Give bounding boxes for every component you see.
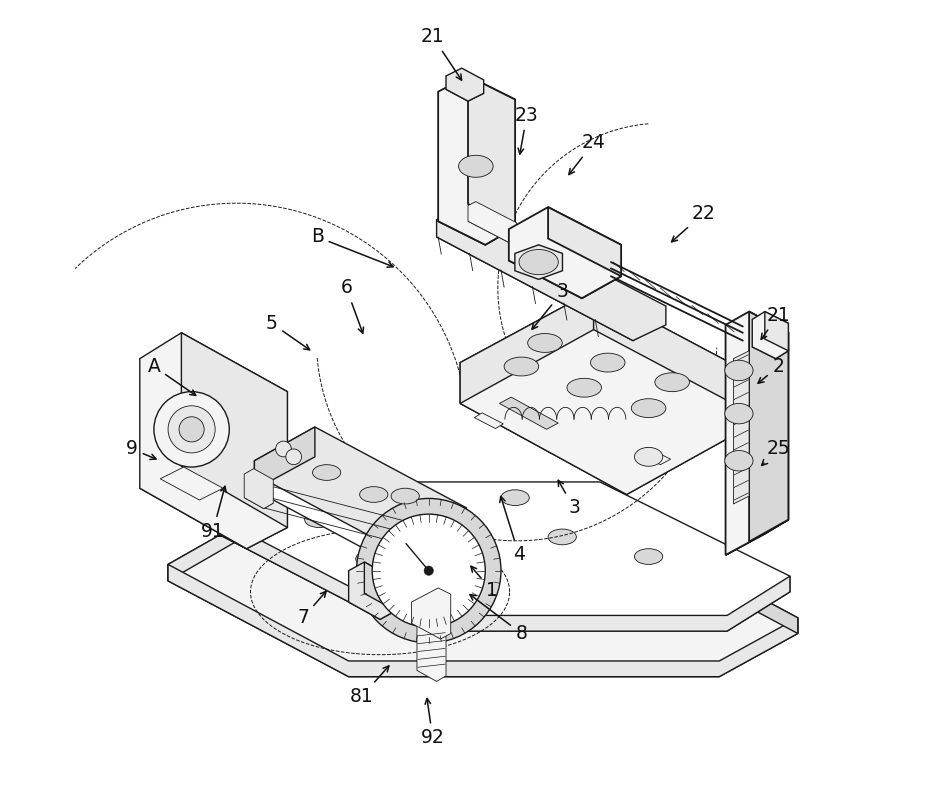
Polygon shape: [139, 466, 287, 548]
Polygon shape: [168, 521, 244, 581]
Ellipse shape: [655, 373, 690, 392]
Ellipse shape: [724, 360, 753, 381]
Polygon shape: [461, 290, 593, 403]
Polygon shape: [765, 311, 788, 351]
Polygon shape: [509, 239, 622, 298]
Ellipse shape: [591, 353, 625, 372]
Text: 25: 25: [762, 440, 790, 466]
Circle shape: [285, 449, 301, 465]
Text: 9: 9: [126, 440, 156, 459]
Polygon shape: [438, 204, 515, 245]
Ellipse shape: [411, 504, 439, 519]
Polygon shape: [461, 290, 763, 495]
Polygon shape: [468, 202, 517, 243]
Polygon shape: [168, 521, 797, 677]
Ellipse shape: [313, 465, 341, 481]
Ellipse shape: [528, 333, 563, 352]
Circle shape: [373, 514, 485, 627]
Circle shape: [424, 566, 433, 575]
Polygon shape: [139, 333, 287, 548]
Polygon shape: [446, 68, 484, 101]
Text: 21: 21: [421, 28, 461, 80]
Polygon shape: [734, 351, 749, 504]
Polygon shape: [436, 204, 665, 340]
Polygon shape: [475, 413, 504, 429]
Ellipse shape: [305, 511, 333, 527]
Text: 81: 81: [350, 666, 388, 706]
Ellipse shape: [519, 250, 558, 275]
Polygon shape: [244, 492, 273, 508]
Polygon shape: [160, 467, 223, 500]
Text: 3: 3: [558, 481, 580, 518]
Polygon shape: [255, 427, 466, 555]
Polygon shape: [725, 519, 788, 555]
Polygon shape: [593, 290, 763, 419]
Text: B: B: [311, 228, 393, 267]
Text: 91: 91: [201, 486, 227, 541]
Polygon shape: [255, 427, 314, 490]
Polygon shape: [548, 207, 622, 277]
Polygon shape: [468, 76, 515, 228]
Text: 22: 22: [672, 204, 715, 242]
Text: 23: 23: [515, 106, 539, 154]
Polygon shape: [417, 618, 446, 682]
Text: A: A: [148, 357, 196, 396]
Polygon shape: [364, 562, 396, 611]
Polygon shape: [221, 482, 790, 631]
Ellipse shape: [635, 448, 663, 466]
Text: 21: 21: [761, 306, 790, 340]
Ellipse shape: [505, 357, 539, 376]
Polygon shape: [461, 329, 763, 495]
Ellipse shape: [356, 551, 384, 567]
Polygon shape: [753, 339, 788, 359]
Text: 1: 1: [471, 567, 498, 600]
Circle shape: [179, 417, 204, 442]
Polygon shape: [468, 217, 517, 243]
Polygon shape: [221, 519, 790, 631]
Polygon shape: [412, 588, 451, 639]
Polygon shape: [221, 482, 256, 535]
Ellipse shape: [391, 489, 419, 504]
Polygon shape: [617, 521, 797, 634]
Ellipse shape: [724, 403, 753, 424]
Circle shape: [168, 406, 215, 453]
Circle shape: [357, 499, 501, 643]
Ellipse shape: [724, 451, 753, 471]
Polygon shape: [515, 245, 563, 280]
Ellipse shape: [548, 529, 577, 545]
Text: 2: 2: [758, 357, 784, 383]
Ellipse shape: [359, 487, 388, 503]
Polygon shape: [436, 220, 665, 340]
Polygon shape: [500, 397, 558, 429]
Polygon shape: [725, 311, 788, 555]
Text: 24: 24: [569, 133, 606, 174]
Polygon shape: [446, 81, 484, 101]
Text: 8: 8: [470, 595, 527, 643]
Ellipse shape: [501, 490, 529, 505]
Ellipse shape: [567, 378, 602, 397]
Circle shape: [275, 441, 291, 457]
Ellipse shape: [631, 399, 665, 418]
Polygon shape: [636, 448, 670, 465]
Ellipse shape: [459, 155, 493, 177]
Polygon shape: [348, 562, 396, 619]
Ellipse shape: [635, 548, 663, 564]
Text: 7: 7: [297, 591, 326, 627]
Polygon shape: [753, 311, 788, 359]
Ellipse shape: [454, 529, 482, 545]
Text: 4: 4: [500, 496, 525, 564]
Text: 3: 3: [532, 282, 568, 329]
Polygon shape: [438, 76, 515, 245]
Polygon shape: [182, 333, 287, 527]
Polygon shape: [509, 207, 622, 298]
Polygon shape: [348, 593, 396, 619]
Polygon shape: [244, 469, 273, 508]
Circle shape: [154, 392, 229, 467]
Text: 92: 92: [421, 698, 445, 748]
Polygon shape: [255, 441, 466, 571]
Text: 6: 6: [341, 278, 363, 333]
Text: 5: 5: [266, 314, 310, 350]
Polygon shape: [749, 311, 788, 541]
Polygon shape: [168, 564, 797, 677]
